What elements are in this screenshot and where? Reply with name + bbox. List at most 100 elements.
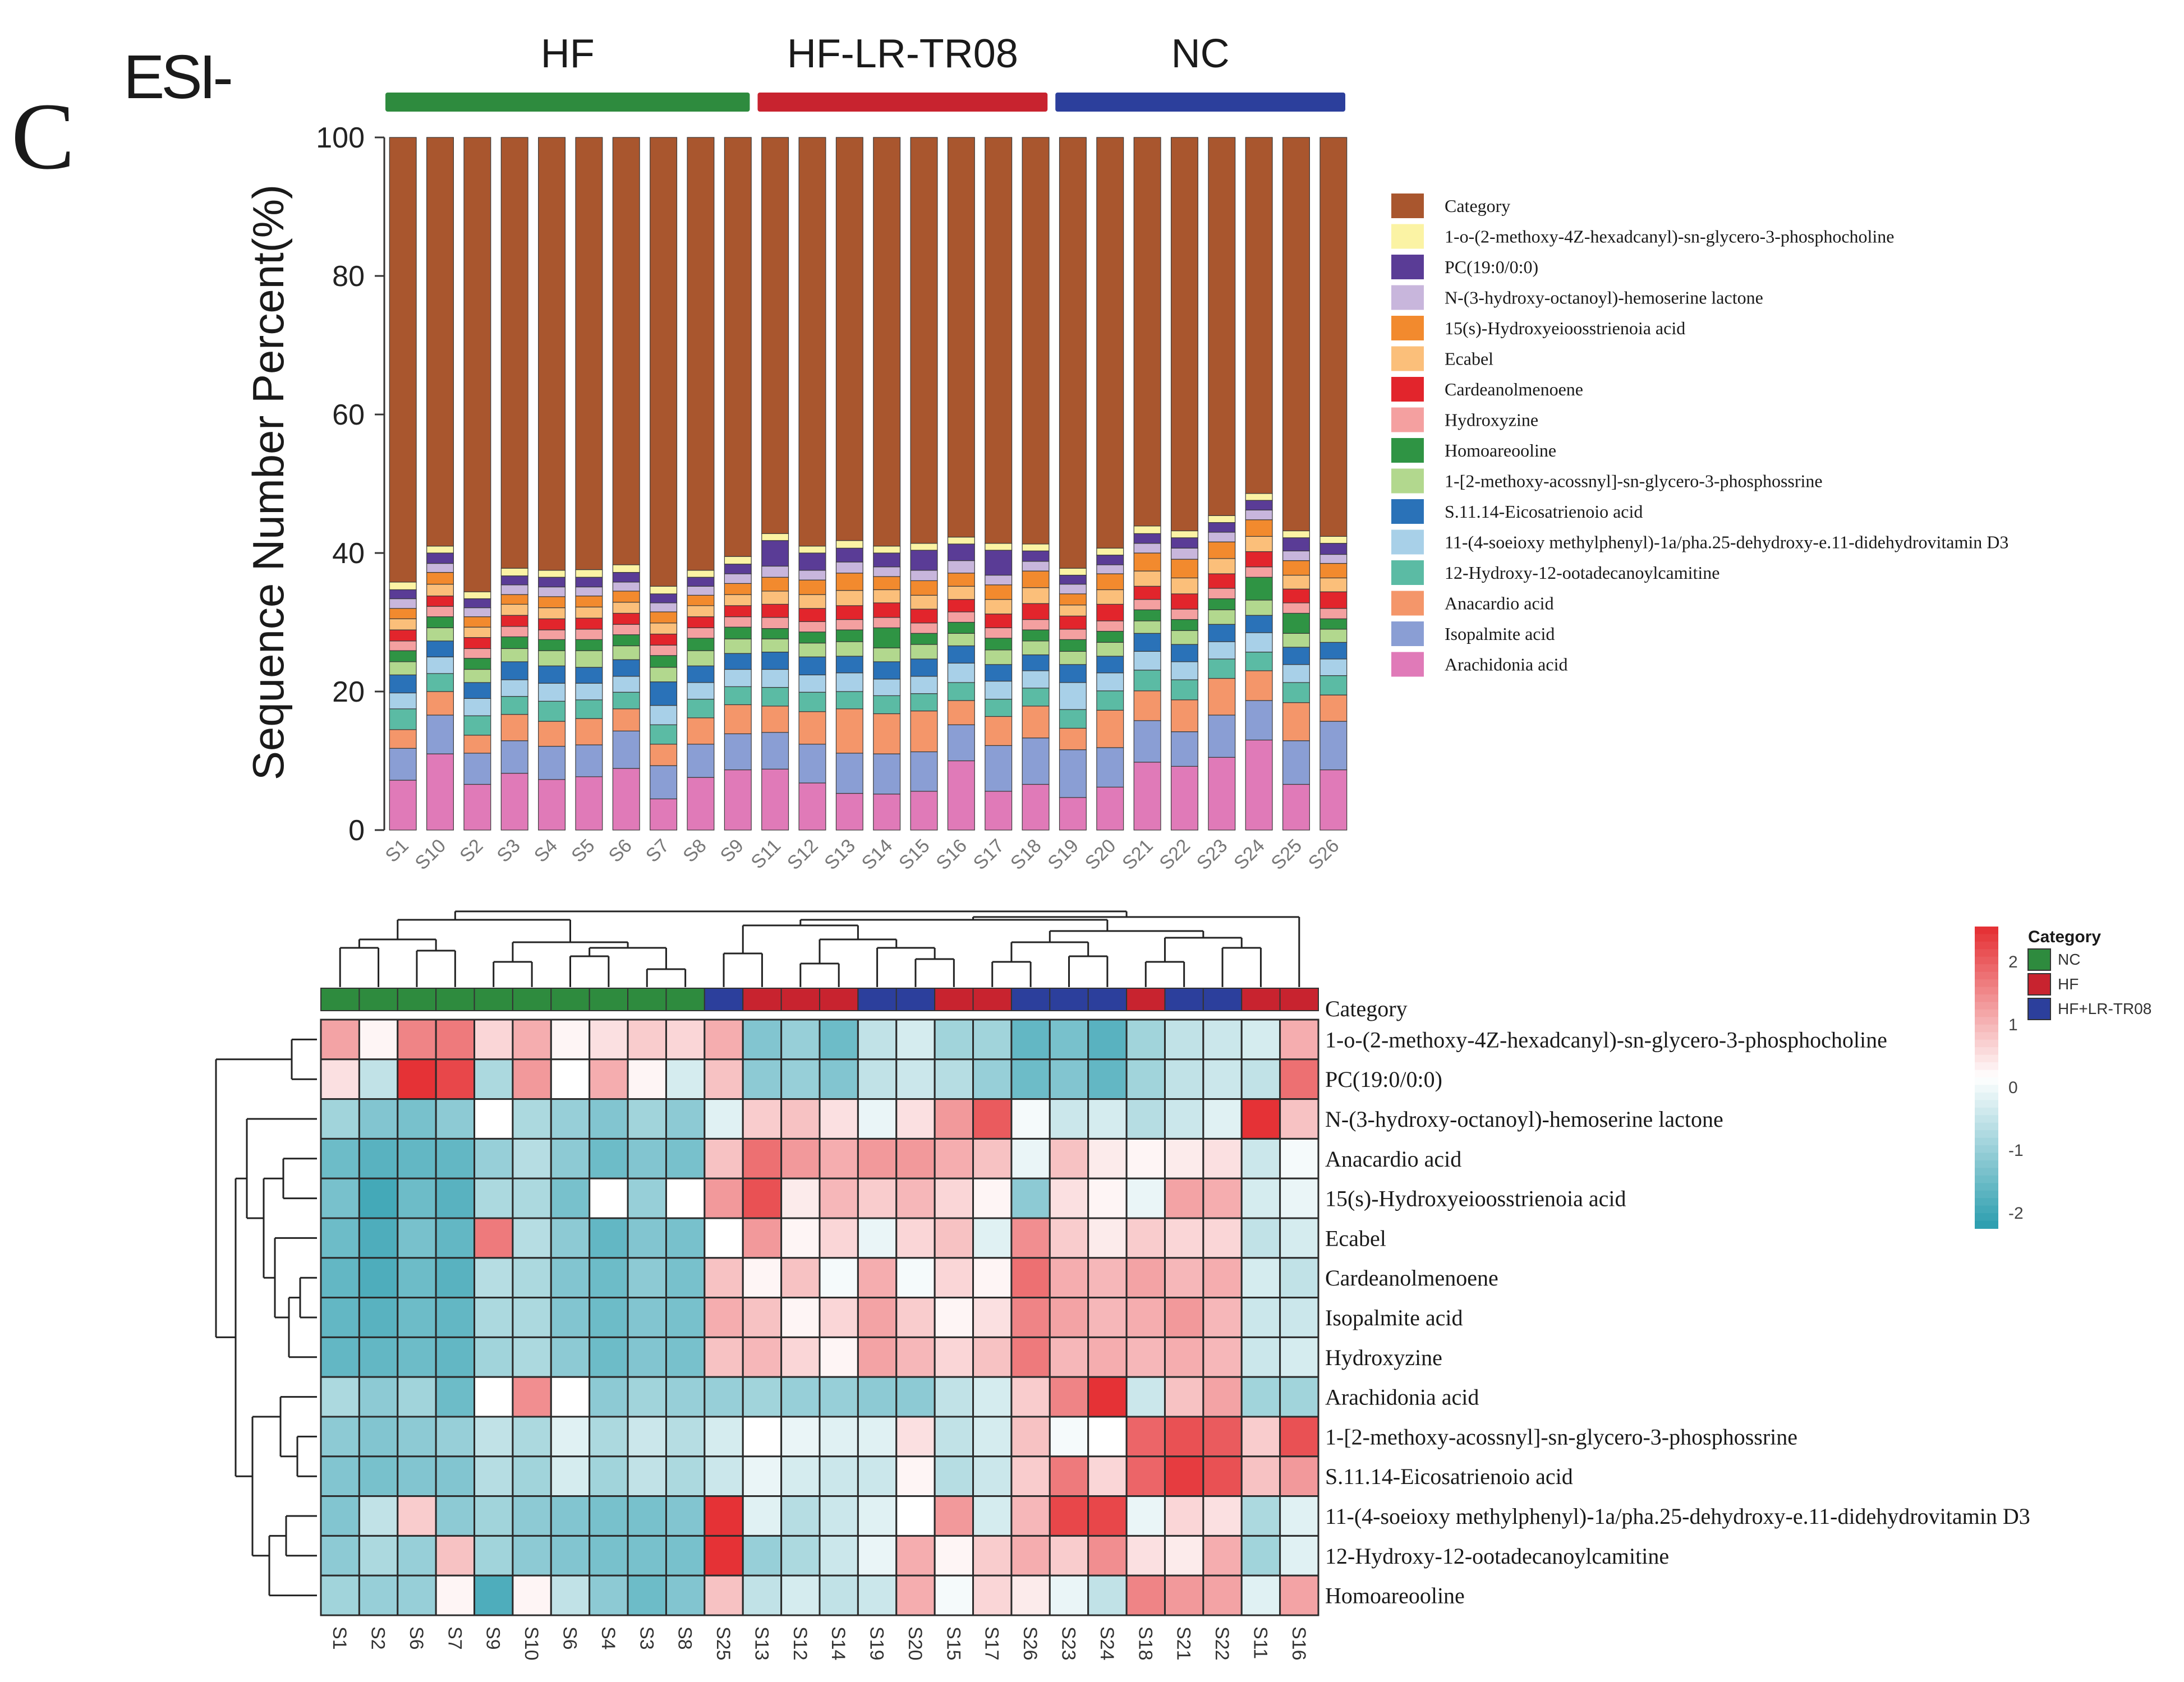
heatmap-cell <box>895 1019 936 1061</box>
bar-segment <box>910 633 938 645</box>
heatmap-cell <box>1164 1137 1204 1179</box>
bar-segment <box>650 765 678 800</box>
bar-segment <box>798 546 826 554</box>
bar-segment <box>538 683 566 702</box>
annotation-cell <box>1010 988 1051 1011</box>
heatmap-cell <box>1010 1336 1051 1378</box>
legend-swatch <box>1391 346 1424 371</box>
heatmap-cell <box>780 1257 821 1299</box>
annotation-cell <box>742 988 782 1011</box>
bar-segment <box>612 612 640 625</box>
heatmap-cell <box>397 1416 437 1458</box>
heatmap-cell <box>704 1137 744 1179</box>
bar-segment <box>500 575 528 586</box>
heatmap-cell <box>512 1534 552 1577</box>
heatmap-cell <box>1087 1217 1128 1259</box>
heatmap-cell <box>1049 1297 1089 1338</box>
heatmap-cell <box>742 1336 783 1378</box>
bar-segment <box>1245 536 1273 552</box>
color-scale-step <box>1975 1190 1998 1199</box>
bar-segment <box>1133 633 1161 652</box>
heatmap-cell <box>972 1137 1013 1179</box>
bar-segment <box>1245 519 1273 537</box>
heatmap-cell <box>1049 1574 1089 1616</box>
heatmap-cell <box>665 1495 706 1537</box>
heatmap-cell <box>1125 1574 1166 1616</box>
bar-segment <box>798 579 826 595</box>
bar-segment <box>389 708 417 730</box>
heatmap-cell <box>473 1495 514 1537</box>
category-legend-title: Category <box>2028 928 2101 946</box>
color-scale-step <box>1975 1047 1998 1056</box>
annotation-cell <box>857 988 897 1011</box>
heatmap-cell <box>473 1297 514 1338</box>
bar-segment <box>724 564 752 574</box>
heatmap-cell <box>320 1058 360 1100</box>
bar-segment <box>724 605 752 617</box>
column-label: S8 <box>674 1626 696 1650</box>
bar-segment <box>1282 784 1310 831</box>
heatmap-cell <box>857 1495 898 1537</box>
bar-segment <box>500 584 528 595</box>
color-scale-step <box>1975 949 1998 957</box>
heatmap-cell <box>320 1019 360 1061</box>
heatmap-cell <box>934 1058 974 1100</box>
bar-segment <box>1022 706 1050 739</box>
row-label: Arachidonia acid <box>1325 1385 1479 1410</box>
bar-segment-remainder <box>500 137 528 569</box>
color-scale-step <box>1975 1062 1998 1071</box>
heatmap-cell <box>895 1217 936 1259</box>
column-label: S4 <box>597 1626 619 1650</box>
heatmap-cell <box>627 1534 667 1577</box>
heatmap-cell <box>742 1495 783 1537</box>
bar-segment <box>1059 797 1087 831</box>
group-color-bar <box>757 93 1048 112</box>
bar-segment <box>389 692 417 709</box>
bar-segment <box>724 556 752 565</box>
bar-segment <box>947 724 975 762</box>
bar-segment <box>500 696 528 715</box>
legend-swatch <box>1391 652 1424 677</box>
x-tick-label: S19 <box>1043 835 1083 874</box>
heatmap-cell <box>435 1177 476 1219</box>
bar-segment-remainder <box>798 137 826 547</box>
color-scale-step <box>1975 1024 1998 1033</box>
color-scale-legend: 2 1 0 -1 -2 <box>1975 927 2024 1229</box>
x-tick-label: S4 <box>530 835 562 867</box>
heatmap-cell <box>780 1058 821 1100</box>
heatmap-cell <box>1125 1098 1166 1140</box>
bar-segment-remainder <box>426 137 454 547</box>
bar-segment <box>985 627 1013 639</box>
heatmap-cell <box>819 1019 859 1061</box>
heatmap-cell <box>704 1574 744 1616</box>
heatmap-cell <box>358 1534 399 1577</box>
heatmap-cell <box>435 1297 476 1338</box>
bar-segment <box>575 629 603 640</box>
bar-segment <box>426 673 454 692</box>
bar-segment <box>1133 570 1161 587</box>
bar-segment <box>1319 769 1348 831</box>
legend-swatch <box>1391 529 1424 555</box>
annotation-cell <box>1049 988 1089 1011</box>
heatmap-cell <box>742 1574 783 1616</box>
heatmap-cell <box>934 1177 974 1219</box>
bar-segment <box>463 735 491 754</box>
heatmap-cell <box>780 1574 821 1616</box>
bar-segment <box>761 591 789 605</box>
heatmap-cell <box>588 1416 629 1458</box>
bar-segment <box>1170 619 1198 631</box>
bar-segment <box>687 650 715 666</box>
heatmap-cell <box>857 1455 898 1497</box>
heatmap-cell <box>1202 1534 1243 1577</box>
y-tick-label: 60 <box>332 399 365 431</box>
bar-segment <box>761 686 789 707</box>
heatmap-cell <box>588 1534 629 1577</box>
bar-segment <box>612 659 640 677</box>
bar-segment <box>612 582 640 592</box>
color-scale-step <box>1975 1145 1998 1154</box>
heatmap-cell <box>1202 1495 1243 1537</box>
bar-segment <box>1133 543 1161 554</box>
bar-segment <box>538 650 566 666</box>
bar-segment <box>650 705 678 725</box>
category-legend-swatch <box>2027 973 2051 996</box>
